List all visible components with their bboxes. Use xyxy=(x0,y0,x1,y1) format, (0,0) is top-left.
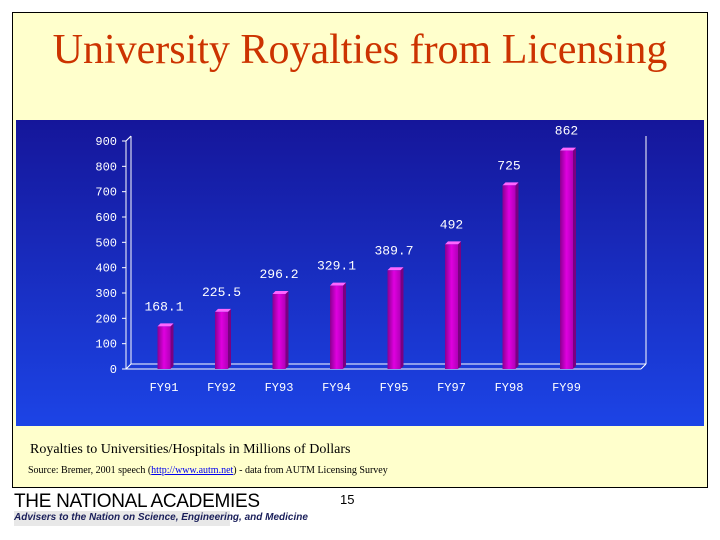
bar-front xyxy=(157,326,171,369)
bar-value-label: 296.2 xyxy=(259,267,298,282)
national-academies-logo: THE NATIONAL ACADEMIES Advisers to the N… xyxy=(14,491,308,526)
y-tick-label: 500 xyxy=(95,236,117,250)
bar-value-label: 862 xyxy=(555,124,578,139)
chart-background xyxy=(16,120,704,426)
bar xyxy=(560,147,576,369)
floor-corner-right xyxy=(640,363,647,370)
bar-front xyxy=(502,185,516,369)
y-tick-label: 900 xyxy=(95,135,117,149)
logo-tagline: Advisers to the Nation on Science, Engin… xyxy=(14,512,308,523)
source-suffix: ) - data from AUTM Licensing Survey xyxy=(233,465,388,476)
bar-front xyxy=(560,150,573,369)
bar xyxy=(502,182,519,369)
source-prefix: Source: Bremer, 2001 speech ( xyxy=(28,465,152,476)
x-category-label: FY99 xyxy=(552,381,581,395)
y-tick-label: 200 xyxy=(95,312,117,326)
x-category-label: FY94 xyxy=(322,381,351,395)
x-category-label: FY97 xyxy=(437,381,466,395)
floor-corner-left xyxy=(125,363,132,370)
bar xyxy=(330,282,346,369)
slide-title: University Royalties from Licensing xyxy=(52,27,668,73)
bar-top xyxy=(387,267,404,271)
bar xyxy=(215,308,231,369)
bar xyxy=(157,323,174,369)
y-tick-label: 700 xyxy=(95,186,117,200)
y-tick-label: 800 xyxy=(95,160,117,174)
bar-front xyxy=(387,270,401,369)
source-note: Source: Bremer, 2001 speech (http://www.… xyxy=(28,465,388,476)
bar-front xyxy=(272,293,286,369)
bar-front xyxy=(445,244,458,369)
x-category-label: FY92 xyxy=(207,381,236,395)
bar xyxy=(387,267,404,369)
bar-side xyxy=(515,182,519,369)
y-tick-label: 0 xyxy=(110,363,117,377)
y-tick-label: 600 xyxy=(95,211,117,225)
logo-underbar xyxy=(14,511,230,526)
bar-side xyxy=(400,267,404,369)
bar-top xyxy=(157,323,174,327)
bar-top xyxy=(215,308,231,312)
bar xyxy=(445,241,461,369)
bar-side xyxy=(170,323,174,369)
page-number: 15 xyxy=(340,492,355,507)
royalties-bar-chart: 0 100 200 300 400 500 600 700 800 900 168.1 225.5 2… xyxy=(16,120,704,426)
bar-top xyxy=(445,241,461,245)
bar-value-label: 225.5 xyxy=(202,285,241,300)
x-category-label: FY93 xyxy=(265,381,294,395)
bar xyxy=(272,290,289,369)
y-tick-label: 400 xyxy=(95,262,117,276)
bar-top xyxy=(560,147,576,151)
wall-corner-top xyxy=(125,135,132,142)
bar-front xyxy=(215,311,228,369)
y-tick-label: 300 xyxy=(95,287,117,301)
source-link[interactable]: http://www.autm.net xyxy=(151,465,234,476)
logo-main-text: THE NATIONAL ACADEMIES xyxy=(14,491,260,512)
bar-top xyxy=(272,290,289,294)
bar-value-label: 389.7 xyxy=(374,243,413,258)
bar-side xyxy=(458,241,461,369)
bar-top xyxy=(330,282,346,286)
bar-value-label: 168.1 xyxy=(144,299,183,314)
x-category-label: FY91 xyxy=(150,381,179,395)
bar-side xyxy=(285,290,289,369)
bar-side xyxy=(343,282,346,369)
bar-top xyxy=(502,182,519,186)
bar-front xyxy=(330,285,343,369)
bar-value-label: 492 xyxy=(440,217,463,232)
x-category-label: FY98 xyxy=(495,381,524,395)
bar-value-label: 725 xyxy=(497,158,520,173)
y-tick-label: 100 xyxy=(95,338,117,352)
chart-caption: Royalties to Universities/Hospitals in M… xyxy=(30,442,351,457)
bar-side xyxy=(228,308,231,369)
bar-value-label: 329.1 xyxy=(317,259,356,274)
bar-side xyxy=(573,147,576,369)
x-category-label: FY95 xyxy=(380,381,409,395)
